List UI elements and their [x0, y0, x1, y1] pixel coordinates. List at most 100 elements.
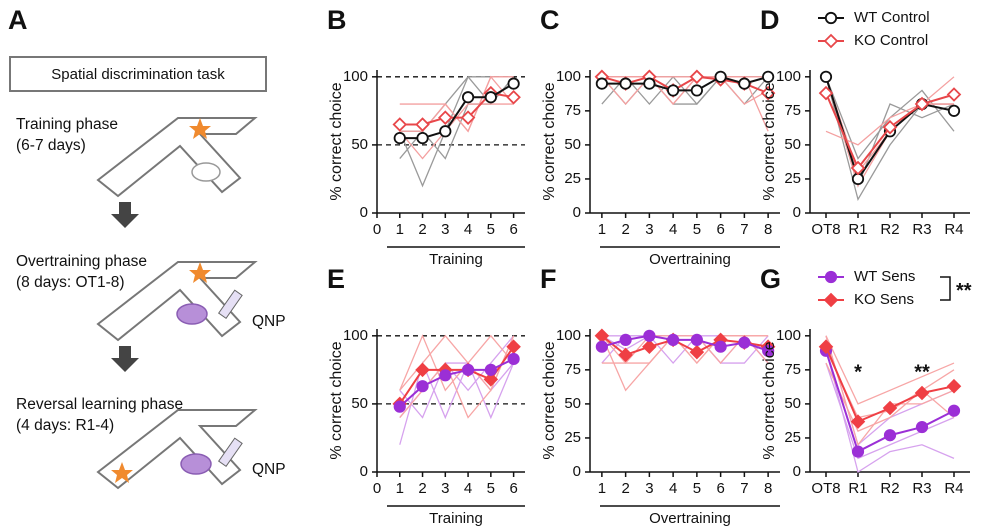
marker: [461, 363, 475, 376]
y-tick-label: 75: [564, 361, 581, 378]
x-tick-label: 2: [621, 221, 629, 238]
marker: [762, 70, 775, 83]
y-axis-label: % correct choice: [761, 341, 778, 459]
x-tick-label: 3: [441, 480, 449, 497]
y-tick-label: 0: [793, 204, 801, 221]
marker: [507, 352, 520, 366]
marker: [818, 85, 834, 101]
marker: [416, 380, 429, 393]
marker: [689, 344, 705, 360]
marker: [415, 117, 430, 132]
significance: *: [854, 361, 862, 383]
legend-label: KO Sens: [854, 291, 914, 308]
marker: [689, 69, 705, 85]
y-tick-label: 25: [564, 170, 581, 187]
y-tick-label: 100: [776, 327, 801, 344]
marker: [483, 372, 499, 387]
marker: [643, 77, 656, 90]
marker: [506, 339, 521, 354]
marker: [915, 420, 929, 434]
panel-letter: D: [760, 5, 780, 35]
x-axis-label: Training: [429, 251, 483, 268]
x-tick-label: OT8: [811, 480, 840, 497]
drug-label: QNP: [252, 461, 286, 478]
marker: [392, 117, 408, 132]
x-tick-label: 7: [740, 221, 748, 238]
x-tick-label: R1: [848, 221, 867, 238]
marker: [439, 369, 452, 382]
x-tick-label: R2: [880, 480, 899, 497]
marker: [506, 89, 521, 105]
marker: [947, 104, 961, 117]
legend-label: WT Sens: [854, 268, 915, 285]
x-tick-label: 5: [487, 221, 495, 238]
marker: [595, 340, 608, 353]
x-tick-label: 6: [509, 480, 517, 497]
phase-title: Overtraining phase: [16, 253, 147, 270]
x-axis-label: Training: [429, 510, 483, 527]
drug-label: QNP: [252, 313, 286, 330]
panel-letter: A: [8, 5, 28, 35]
legend-bracket: [940, 276, 951, 301]
y-tick-label: 100: [343, 68, 368, 85]
marker: [690, 333, 703, 346]
x-tick-label: 6: [509, 221, 517, 238]
marker: [393, 400, 406, 413]
y-tick-label: 50: [564, 136, 581, 153]
y-tick-label: 100: [556, 327, 581, 344]
x-tick-label: 5: [693, 221, 701, 238]
x-tick-label: 2: [418, 480, 426, 497]
y-tick-label: 0: [573, 463, 581, 480]
series-line: [399, 334, 515, 392]
marker: [415, 362, 430, 378]
x-tick-label: 1: [598, 480, 606, 497]
x-tick-label: R3: [912, 480, 931, 497]
x-tick-label: 3: [645, 221, 653, 238]
x-tick-label: R3: [912, 221, 931, 238]
x-tick-label: 3: [441, 221, 449, 238]
x-tick-label: 6: [716, 480, 724, 497]
x-tick-label: 6: [716, 221, 724, 238]
marker: [883, 429, 897, 442]
y-tick-label: 50: [784, 136, 801, 153]
x-tick-label: 8: [764, 221, 772, 238]
marker: [818, 339, 834, 354]
marker: [882, 400, 898, 416]
x-tick-label: 1: [598, 221, 606, 238]
marker: [393, 131, 406, 145]
arrow: [111, 202, 139, 228]
marker: [438, 110, 453, 125]
marker: [914, 96, 930, 112]
x-tick-label: R1: [848, 480, 867, 497]
significance: **: [914, 361, 930, 383]
panel-letter: G: [760, 264, 781, 294]
y-tick-label: 0: [360, 463, 368, 480]
series-line: [601, 76, 769, 106]
marker: [760, 85, 776, 101]
marker: [416, 131, 429, 145]
marker: [439, 125, 452, 138]
marker: [619, 333, 632, 346]
marker: [619, 77, 632, 90]
x-tick-label: 0: [373, 480, 381, 497]
x-tick-label: 4: [669, 480, 677, 497]
panel-letter: E: [327, 264, 345, 294]
x-tick-label: 4: [669, 221, 677, 238]
x-tick-label: 5: [487, 480, 495, 497]
marker: [714, 340, 727, 353]
y-axis-label: % correct choice: [541, 341, 558, 459]
marker: [484, 91, 497, 104]
task-box: [9, 56, 267, 92]
legend-marker: [824, 11, 838, 25]
marker: [667, 333, 680, 346]
legend-label: WT Control: [854, 9, 930, 26]
marker: [850, 160, 866, 176]
phase-detail: (8 days: OT1-8): [16, 274, 125, 291]
marker: [947, 404, 961, 417]
series-line: [825, 335, 955, 405]
legend-label: KO Control: [854, 32, 928, 49]
marker: [643, 329, 656, 342]
task-title: Spatial discrimination task: [51, 66, 225, 83]
series-line: [399, 362, 515, 419]
y-tick-label: 100: [556, 68, 581, 85]
